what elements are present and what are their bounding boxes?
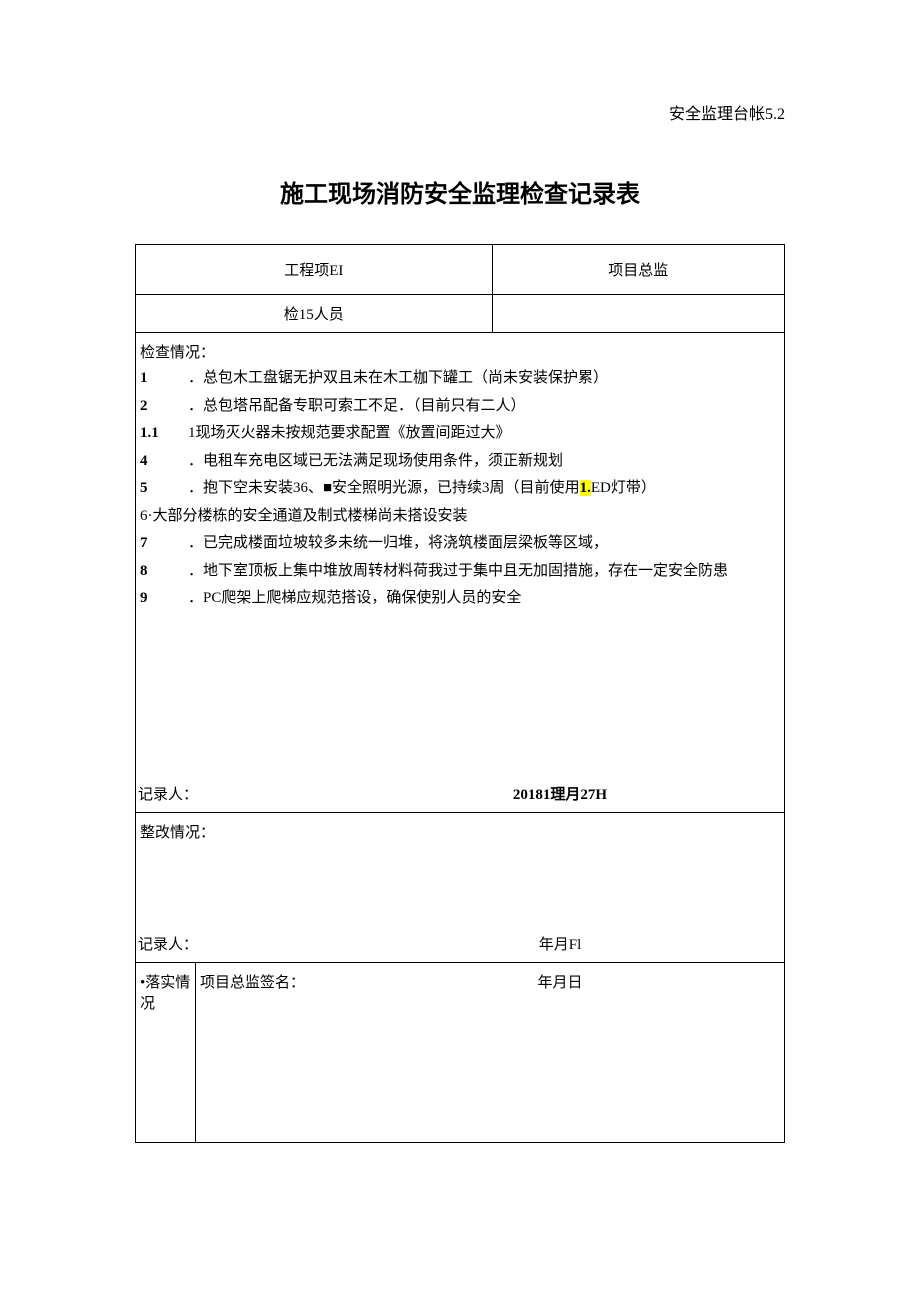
sign-date: 年月日: [340, 971, 780, 992]
item-text: ．PC爬架上爬梯应规范搭设，确保使别人员的安全: [188, 586, 780, 612]
inspection-bottom-line: 记录人： 20181理月27H: [138, 783, 782, 804]
item-number: 8: [140, 559, 188, 585]
implement-label: •落实情况: [136, 963, 196, 1143]
inspection-item: 6·大部分楼栋的安全通道及制式楼梯尚未搭设安装: [140, 504, 780, 530]
rectify-situation-cell: 整改情况： 记录人： 年月Fl: [136, 813, 785, 963]
item-number: 9: [140, 586, 188, 612]
inspection-date: 20181理月27H: [338, 783, 782, 804]
rectify-title: 整改情况：: [140, 821, 780, 842]
document-reference: 安全监理台帐5.2: [135, 100, 785, 124]
item-number: 1: [140, 366, 188, 392]
inspection-item: 4 ．电租车充电区域已无法满足现场使用条件，须正新规划: [140, 449, 780, 475]
implement-content-cell: 项目总监签名： 年月日: [196, 963, 785, 1143]
inspector-label: 检15人员: [136, 295, 493, 333]
rectify-recorder-label: 记录人：: [138, 933, 338, 954]
inspection-situation-cell: 检查情况： 1 ．总包木工盘锯无护双且未在木工枷下罐工（尚未安装保护累） 2 ．…: [136, 333, 785, 813]
inspection-item: 7 ．已完成楼面垃坡较多未统一归堆，将浇筑楼面层梁板等区域，: [140, 531, 780, 557]
item-text: 1现场灭火器未按规范要求配置《放置间距过大》: [188, 421, 780, 447]
item-text: ．电租车充电区域已无法满足现场使用条件，须正新规划: [188, 449, 780, 475]
sign-label: 项目总监签名：: [200, 971, 340, 992]
item-number: 2: [140, 394, 188, 420]
inspection-item: 1.1 1现场灭火器未按规范要求配置《放置间距过大》: [140, 421, 780, 447]
item-text: ．已完成楼面垃坡较多未统一归堆，将浇筑楼面层梁板等区域，: [188, 531, 780, 557]
inspector-content: [492, 295, 784, 333]
inspection-item: 1 ．总包木工盘锯无护双且未在木工枷下罐工（尚未安装保护累）: [140, 366, 780, 392]
inspection-item: 2 ．总包塔吊配备专职可索工不足．（目前只有二人）: [140, 394, 780, 420]
rectify-bottom-line: 记录人： 年月Fl: [138, 933, 782, 954]
rectify-date: 年月Fl: [338, 933, 782, 954]
item-number: 4: [140, 449, 188, 475]
item-text: ．总包木工盘锯无护双且未在木工枷下罐工（尚未安装保护累）: [188, 366, 780, 392]
inspection-form-table: 工程项EI 项目总监 检15人员 检查情况： 1 ．总包木工盘锯无护双且未在木工…: [135, 244, 785, 1143]
inspection-title: 检查情况：: [140, 341, 780, 362]
project-label: 工程项EI: [136, 245, 493, 295]
project-content: 项目总监: [492, 245, 784, 295]
inspection-item: 5 ．抱下空未安装36、■安全照明光源，已持续3周（目前使用1.ED灯带）: [140, 476, 780, 502]
item-number: 7: [140, 531, 188, 557]
item-number: 5: [140, 476, 188, 502]
main-title: 施工现场消防安全监理检查记录表: [135, 174, 785, 209]
item-text: ．抱下空未安装36、■安全照明光源，已持续3周（目前使用1.ED灯带）: [188, 476, 780, 502]
inspection-item: 8 ．地下室顶板上集中堆放周转材料荷我过于集中且无加固措施，存在一定安全防患: [140, 559, 780, 585]
item-text: ．总包塔吊配备专职可索工不足．（目前只有二人）: [188, 394, 780, 420]
recorder-label: 记录人：: [138, 783, 338, 804]
item-number: 1.1: [140, 421, 188, 447]
highlighted-text: 1.: [580, 480, 591, 496]
item-text: ．地下室顶板上集中堆放周转材料荷我过于集中且无加固措施，存在一定安全防患: [188, 559, 780, 585]
item-text: 6·大部分楼栋的安全通道及制式楼梯尚未搭设安装: [140, 504, 780, 530]
inspection-item: 9 ．PC爬架上爬梯应规范搭设，确保使别人员的安全: [140, 586, 780, 612]
